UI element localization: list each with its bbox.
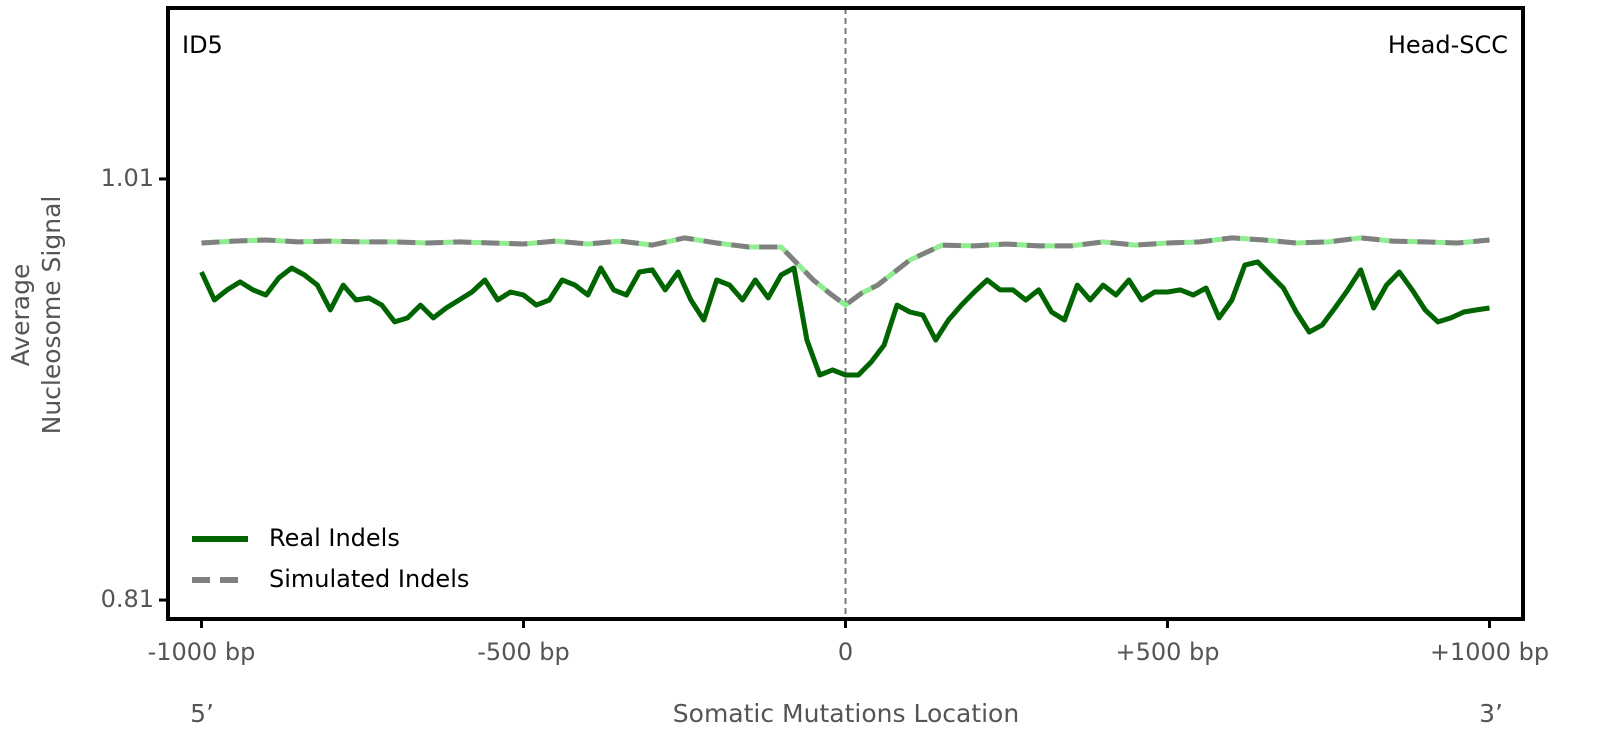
x-tick-label: +500 bp — [1115, 638, 1219, 666]
x-tick-label: +1000 bp — [1430, 638, 1549, 666]
end-label: 3’ — [1479, 699, 1503, 728]
legend-label: Simulated Indels — [269, 565, 469, 593]
end-label: 5’ — [190, 699, 214, 728]
y-tick-label: 0.81 — [101, 585, 154, 613]
y-tick-label: 1.01 — [101, 164, 154, 192]
legend-label: Real Indels — [269, 524, 400, 552]
line — [199, 259, 1490, 378]
plot-frame — [166, 6, 1525, 621]
x-axis-label: Somatic Mutations Location — [673, 699, 1019, 728]
panel-label: ID5 — [182, 31, 223, 59]
panel-label: Head-SCC — [1388, 31, 1508, 59]
line — [201, 235, 1490, 308]
x-tick-label: -1000 bp — [148, 638, 256, 666]
y-axis-label: Nucleosome Signal — [37, 196, 66, 435]
y-axis-label: Average — [6, 264, 35, 367]
x-tick-label: -500 bp — [477, 638, 570, 666]
x-tick-label: 0 — [838, 638, 853, 666]
